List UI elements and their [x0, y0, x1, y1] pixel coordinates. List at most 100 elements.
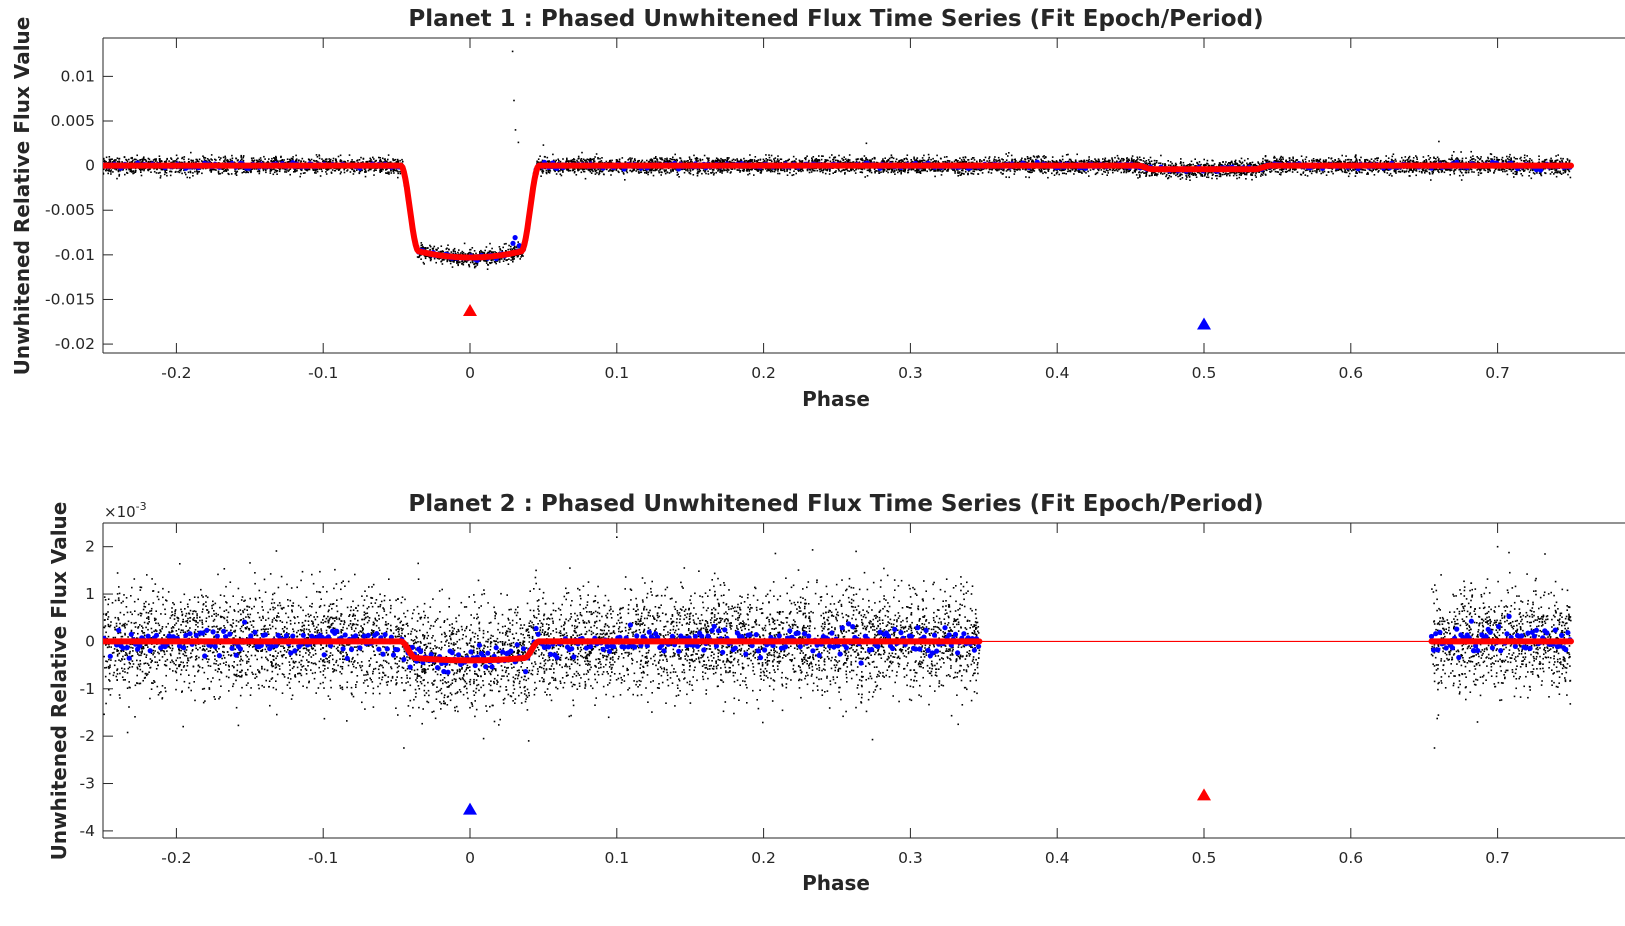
data-point — [1174, 162, 1177, 165]
data-point — [701, 158, 704, 161]
data-point — [554, 170, 556, 173]
data-point — [1477, 174, 1480, 176]
data-point — [1069, 158, 1072, 161]
data-point — [368, 168, 371, 170]
data-point — [1347, 170, 1350, 172]
data-point — [707, 158, 709, 160]
data-point — [1175, 174, 1177, 177]
data-point — [1435, 160, 1438, 163]
data-point — [235, 171, 237, 174]
data-point — [1368, 160, 1371, 162]
data-point — [224, 161, 226, 163]
data-point — [546, 156, 549, 159]
data-point — [1031, 161, 1033, 163]
data-point — [1531, 169, 1534, 172]
data-point — [1408, 157, 1410, 159]
data-point — [190, 159, 192, 162]
data-point — [1180, 164, 1183, 166]
data-point — [836, 159, 839, 162]
data-point — [1490, 153, 1493, 156]
data-point — [773, 161, 776, 163]
data-point — [1120, 171, 1123, 174]
data-point — [1194, 158, 1196, 160]
data-point — [669, 169, 672, 171]
data-point — [247, 171, 250, 174]
data-point — [882, 171, 885, 173]
data-point — [1061, 155, 1064, 158]
data-point — [517, 241, 519, 243]
data-point — [265, 171, 267, 174]
data-point — [192, 172, 194, 174]
data-point — [1264, 155, 1267, 157]
data-point — [502, 260, 505, 262]
data-point — [1538, 158, 1540, 161]
data-point — [1482, 161, 1485, 164]
data-point — [375, 159, 377, 162]
data-point — [973, 170, 976, 173]
data-point — [1325, 174, 1328, 176]
data-point — [1280, 158, 1283, 161]
x-tick-label: 0.4 — [1045, 364, 1070, 382]
data-point — [748, 172, 751, 175]
data-point — [329, 158, 332, 161]
data-point — [635, 170, 637, 172]
data-point — [1569, 176, 1572, 179]
data-point — [699, 169, 702, 172]
data-point — [454, 250, 456, 253]
data-point — [1111, 157, 1113, 159]
data-point — [744, 159, 746, 162]
data-point — [1130, 160, 1133, 162]
data-point — [799, 169, 801, 172]
data-point — [1103, 170, 1105, 173]
data-point — [698, 170, 701, 173]
data-point — [1169, 161, 1172, 163]
data-point — [1257, 162, 1260, 164]
data-point — [1445, 161, 1448, 164]
data-point — [1305, 156, 1308, 158]
data-point — [461, 262, 464, 265]
data-point — [964, 171, 967, 173]
data-point — [1282, 156, 1284, 159]
data-point — [1472, 155, 1474, 157]
data-point — [776, 160, 778, 162]
data-point — [1246, 171, 1249, 174]
data-point — [441, 258, 444, 261]
x-tick-label: -0.1 — [308, 364, 338, 382]
data-point — [1294, 169, 1296, 171]
data-point — [1237, 171, 1240, 174]
data-point — [587, 169, 590, 171]
data-point — [1067, 168, 1069, 170]
data-point — [1008, 168, 1010, 171]
data-point — [794, 168, 796, 170]
data-point — [479, 260, 482, 262]
data-point — [1146, 171, 1149, 173]
data-point — [1006, 169, 1009, 171]
data-point — [947, 170, 949, 172]
data-point — [666, 160, 668, 162]
data-point — [539, 155, 541, 157]
data-point — [907, 160, 909, 163]
data-point — [1280, 171, 1282, 174]
data-point — [513, 245, 516, 248]
data-point — [1206, 162, 1208, 165]
data-point — [911, 168, 914, 170]
data-point — [607, 170, 610, 172]
data-point — [1312, 158, 1315, 160]
data-point — [316, 161, 318, 163]
data-point — [129, 161, 131, 164]
data-point — [791, 160, 794, 163]
y-tick-label: -0.02 — [55, 335, 95, 353]
data-point — [1063, 161, 1065, 164]
data-point — [1274, 168, 1276, 170]
data-point — [621, 157, 624, 159]
data-point — [1144, 162, 1147, 165]
data-point — [647, 173, 649, 176]
data-point — [1145, 173, 1148, 175]
data-point — [946, 159, 949, 162]
data-point — [1073, 173, 1075, 175]
data-point — [1465, 169, 1468, 172]
data-point — [502, 246, 504, 249]
data-point — [1036, 156, 1039, 159]
data-point — [177, 157, 179, 160]
data-point — [437, 247, 439, 249]
